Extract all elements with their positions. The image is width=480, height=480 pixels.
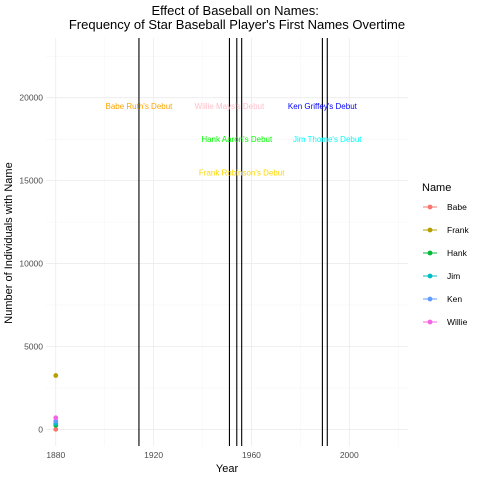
legend-key-point xyxy=(427,273,433,279)
y-tick-label: 0 xyxy=(38,424,43,434)
x-tick-label: 1880 xyxy=(46,450,65,460)
data-point-willie xyxy=(53,415,59,421)
legend-key-point xyxy=(427,227,433,233)
debut-annotation: Jim Thome's Debut xyxy=(293,135,362,144)
legend-label-frank: Frank xyxy=(447,225,469,235)
legend-label-ken: Ken xyxy=(447,294,462,304)
legend-key-point xyxy=(427,204,433,210)
legend-label-babe: Babe xyxy=(447,202,467,212)
legend-title: Name xyxy=(422,182,451,194)
data-point-ken xyxy=(53,418,59,424)
debut-annotation: Ken Griffey's Debut xyxy=(288,102,358,111)
legend-label-willie: Willie xyxy=(447,317,468,327)
y-tick-label: 20000 xyxy=(19,93,43,103)
chart-title: Effect of Baseball on Names: Frequency o… xyxy=(69,3,405,32)
x-axis-label: Year xyxy=(216,463,239,475)
legend: Name Babe Frank Hank Jim Ken Willie xyxy=(422,182,469,327)
y-tick-label: 5000 xyxy=(24,341,43,351)
y-tick-label: 15000 xyxy=(19,176,43,186)
x-tick-label: 1960 xyxy=(242,450,261,460)
chart-title-line-2: Frequency of Star Baseball Player's Firs… xyxy=(69,17,405,32)
data-point-babe xyxy=(53,426,59,432)
y-tick-label: 10000 xyxy=(19,259,43,269)
debut-annotation: Willie Mays's Debut xyxy=(195,102,265,111)
debut-annotation: Frank Robinson's Debut xyxy=(199,168,285,177)
debut-annotation: Babe Ruth's Debut xyxy=(105,102,173,111)
legend-key-point xyxy=(427,250,433,256)
data-point-frank xyxy=(53,373,59,378)
legend-label-hank: Hank xyxy=(447,248,468,258)
legend-key-point xyxy=(427,296,433,302)
chart-title-line-1: Effect of Baseball on Names: xyxy=(151,3,318,18)
debut-annotation: Hank Aaron's Debut xyxy=(201,135,273,144)
legend-label-jim: Jim xyxy=(447,271,460,281)
legend-key-point xyxy=(427,319,433,325)
y-axis-label: Number of Individuals with Name xyxy=(3,162,15,323)
x-tick-label: 1920 xyxy=(144,450,163,460)
x-tick-label: 2000 xyxy=(340,450,359,460)
plot-area: 1880 1920 1960 200005000100001500020000Babe… xyxy=(19,38,408,460)
